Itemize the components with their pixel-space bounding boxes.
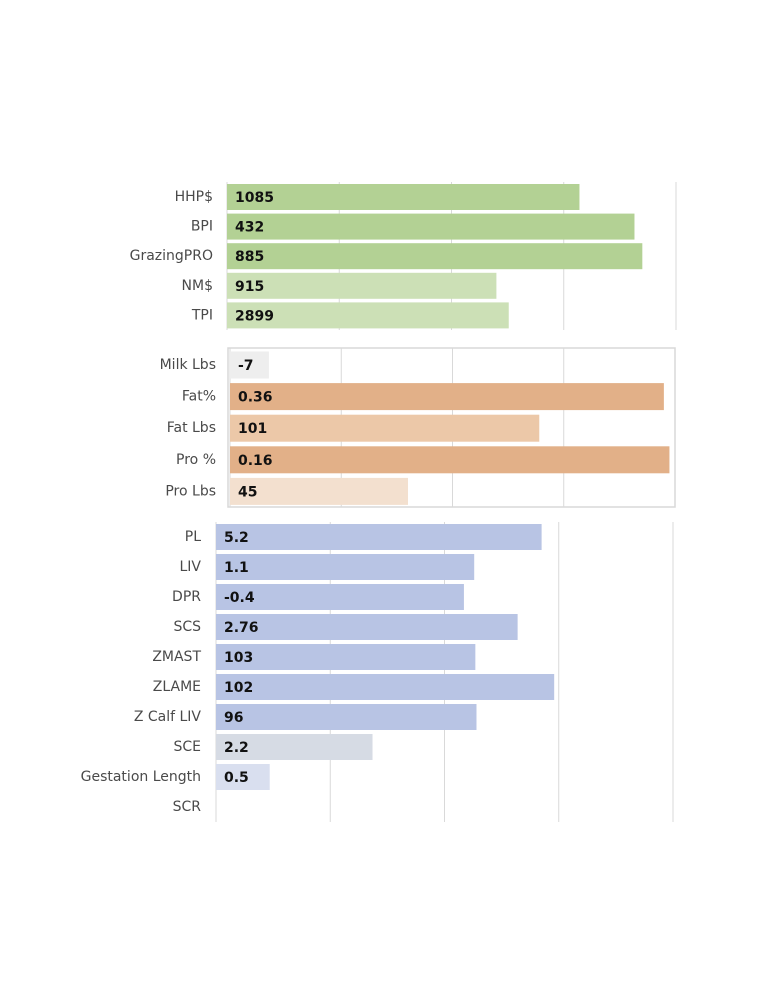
bar-label: 0.36	[238, 390, 273, 406]
bar	[230, 446, 670, 474]
bar	[216, 524, 542, 550]
bar	[216, 734, 373, 760]
bar-label: 915	[235, 279, 264, 295]
bar-label: 432	[235, 220, 264, 236]
bar-label: 45	[238, 484, 257, 500]
bar	[230, 477, 408, 505]
category-label: SCS	[173, 619, 201, 635]
category-label: Gestation Length	[81, 769, 201, 785]
bar-label: 5.2	[224, 530, 249, 546]
bar	[230, 414, 540, 442]
category-label: Z Calf LIV	[134, 709, 202, 725]
category-label: ZMAST	[152, 649, 201, 665]
bar-label: 96	[224, 710, 243, 726]
bar	[230, 351, 269, 379]
bar-label: 1.1	[224, 560, 249, 576]
category-label: SCE	[173, 739, 201, 755]
category-label: LIV	[179, 559, 201, 575]
bar-label: 0.16	[238, 453, 273, 469]
bar-label: -0.4	[224, 590, 255, 606]
category-label: TPI	[191, 307, 213, 323]
bar	[227, 302, 509, 329]
bar-label: 101	[238, 421, 267, 437]
bar-label: 1085	[235, 190, 274, 206]
bar	[230, 383, 664, 411]
category-label: HHP$	[175, 189, 213, 205]
bar	[216, 764, 270, 790]
bar	[216, 554, 475, 580]
bar	[216, 584, 464, 610]
bar-label: 2.2	[224, 740, 249, 756]
bar	[216, 644, 476, 670]
category-label: Fat%	[182, 389, 216, 405]
bar-label: 103	[224, 650, 253, 666]
category-label: ZLAME	[153, 679, 201, 695]
category-label: BPI	[191, 219, 213, 235]
bar-label: 2899	[235, 308, 274, 324]
category-label: GrazingPRO	[130, 248, 213, 264]
bar-label: 102	[224, 680, 253, 696]
bar	[216, 674, 555, 700]
bar	[216, 614, 518, 640]
bar-label: 2.76	[224, 620, 259, 636]
category-label: PL	[185, 529, 201, 545]
category-label: Milk Lbs	[160, 357, 216, 373]
bar-label: 885	[235, 249, 264, 265]
bar	[227, 213, 635, 240]
bar-label: -7	[238, 358, 254, 374]
category-label: Fat Lbs	[167, 420, 216, 436]
category-label: DPR	[172, 589, 201, 605]
bar	[216, 704, 477, 730]
category-label: SCR	[173, 799, 202, 815]
category-label: NM$	[182, 278, 213, 294]
category-label: Pro %	[176, 452, 216, 468]
bar	[227, 184, 580, 210]
bar	[227, 272, 497, 299]
bar-label: 0.5	[224, 770, 249, 786]
bar	[227, 243, 643, 270]
category-label: Pro Lbs	[165, 483, 216, 499]
